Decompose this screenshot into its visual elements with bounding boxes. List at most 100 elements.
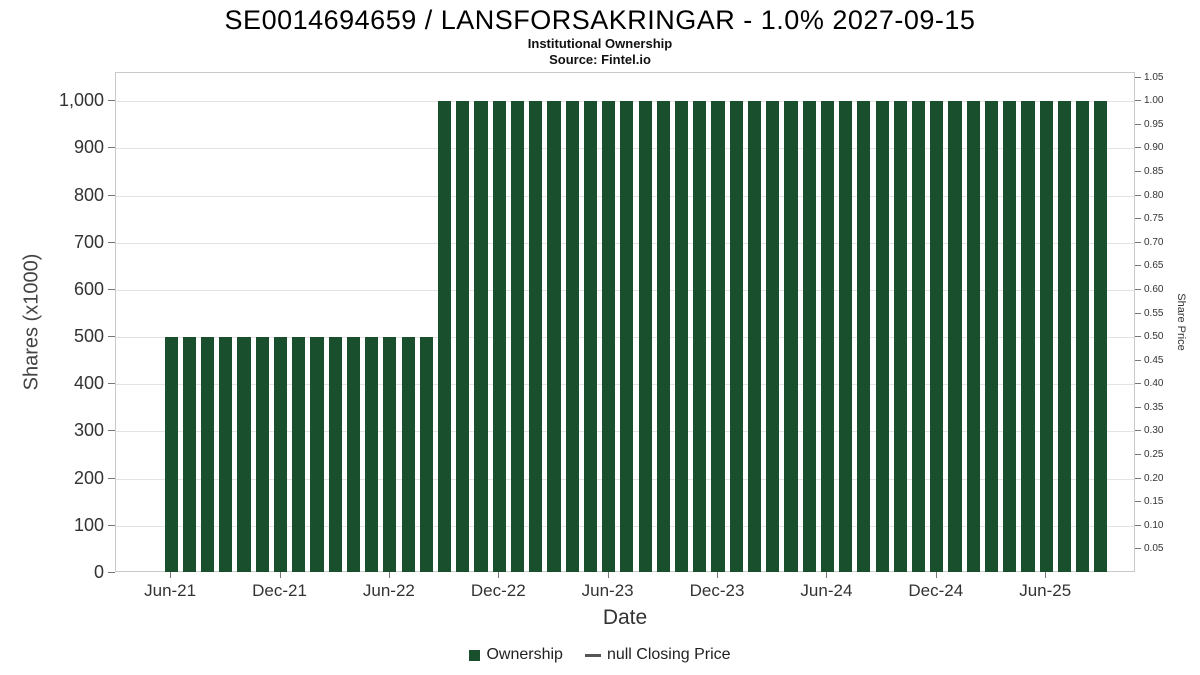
y-axis-right-tick-mark [1135, 454, 1141, 456]
x-axis-tick-label: Jun-25 [1019, 581, 1072, 600]
y-axis-left-tick-mark [108, 336, 115, 338]
ownership-series-marker-icon [469, 649, 481, 661]
y-axis-right-tick-label: 0.40 [1144, 378, 1164, 390]
y-axis-right-tick-label: 0.55 [1144, 307, 1164, 319]
ownership-bar [255, 337, 269, 572]
ownership-bar [912, 101, 926, 572]
x-axis-tick-mark [170, 572, 172, 578]
y-axis-left-tick-label: 600 [73, 278, 104, 299]
ownership-bar [1057, 101, 1071, 572]
y-axis-right-tick-mark [1135, 359, 1141, 361]
y-axis-right-tick-label: 0.95 [1144, 118, 1164, 130]
ownership-bar [948, 101, 962, 572]
ownership-bar [1003, 101, 1017, 572]
ownership-bar [419, 337, 433, 572]
legend: Ownership null Closing Price [0, 646, 1200, 664]
ownership-bar [201, 337, 215, 572]
ownership-bar [839, 101, 853, 572]
ownership-bar [237, 337, 251, 572]
ownership-bar [620, 101, 634, 572]
ownership-bar [456, 101, 470, 572]
y-axis-left-tick-mark [108, 288, 115, 290]
ownership-bar [966, 101, 980, 572]
y-axis-right-tick-label: 0.30 [1144, 425, 1164, 437]
y-axis-right-tick-label: 0.90 [1144, 142, 1164, 154]
ownership-bar [547, 101, 561, 572]
y-axis-right-tick-mark [1135, 383, 1141, 385]
ownership-bar [1094, 101, 1108, 572]
y-axis-right-tick-label: 0.35 [1144, 401, 1164, 413]
ownership-bar [273, 337, 288, 572]
y-axis-right-tick-mark [1135, 501, 1141, 503]
y-axis-right-tick-label: 0.10 [1144, 519, 1164, 531]
x-axis-tick-mark [717, 572, 719, 578]
y-axis-right-tick-label: 1.05 [1144, 71, 1164, 83]
y-axis-left-tick-mark [108, 383, 115, 385]
chart-source-note: Source: Fintel.io [549, 52, 651, 67]
ownership-bar [766, 101, 780, 572]
ownership-bar [365, 337, 379, 572]
y-axis-right-tick-mark [1135, 548, 1141, 550]
ownership-bar [401, 337, 415, 572]
y-axis-left-tick-label: 0 [93, 562, 104, 582]
y-axis-right-tick-mark [1135, 477, 1141, 479]
y-axis-left-tick-mark [108, 100, 115, 102]
y-axis-left-tick-label: 400 [73, 373, 104, 394]
chart-title: SE0014694659 / LANSFORSAKRINGAR - 1.0% 2… [224, 5, 976, 35]
ownership-bar [310, 337, 324, 572]
y-axis-right-tick-label: 0.20 [1144, 472, 1164, 484]
y-axis-left-tick-label: 100 [73, 514, 104, 535]
ownership-bar [802, 101, 816, 572]
y-axis-right-tick-mark [1135, 265, 1141, 267]
x-axis-label: Date [602, 606, 648, 629]
y-axis-right-tick-mark [1135, 406, 1141, 408]
ownership-bar [510, 101, 525, 572]
ownership-bar [602, 101, 616, 572]
y-axis-right-tick-label: 0.65 [1144, 260, 1164, 272]
y-axis-left-tick-mark [108, 524, 115, 526]
x-axis-tick-mark [607, 572, 609, 578]
ownership-bar [693, 101, 707, 572]
x-axis-tick-label: Dec-23 [689, 581, 745, 600]
y-axis-right-tick-mark [1135, 241, 1141, 243]
x-axis-tick-mark [935, 572, 937, 578]
legend-label-ownership: Ownership [486, 646, 563, 663]
legend-label-null-closing-price: null Closing Price [606, 646, 731, 663]
ownership-bar [984, 101, 999, 572]
ownership-bar [675, 101, 689, 572]
y-axis-right-tick-mark [1135, 123, 1141, 125]
y-axis-right-tick-mark [1135, 76, 1141, 78]
y-axis-left-tick-mark [108, 194, 115, 196]
y-axis-right-tick-mark [1135, 147, 1141, 149]
ownership-bar [656, 101, 670, 572]
x-axis-tick-label: Dec-24 [908, 581, 964, 600]
ownership-bar [729, 101, 743, 572]
x-axis-tick-label: Dec-21 [252, 581, 307, 600]
y-axis-right-tick-label: 0.85 [1144, 166, 1164, 178]
y-axis-left-tick-label: 800 [73, 184, 104, 205]
ownership-bar [182, 337, 196, 572]
chart-subtitle: Institutional Ownership [527, 36, 673, 51]
x-axis-tick-mark [1045, 572, 1047, 578]
y-axis-left-tick-label: 300 [73, 420, 104, 441]
ownership-bar [747, 101, 762, 572]
ownership-bar [784, 101, 798, 572]
ownership-bar [328, 337, 342, 572]
ownership-bar [1076, 101, 1090, 572]
legend-item-ownership[interactable]: Ownership [469, 646, 563, 664]
y-axis-left-tick-mark [108, 241, 115, 243]
x-axis-tick-mark [498, 572, 500, 578]
y-axis-left-tick-mark [108, 477, 115, 479]
y-axis-right-tick-mark [1135, 100, 1141, 102]
y-axis-left-tick-label: 1,000 [58, 90, 104, 111]
y-axis-left-tick-label: 200 [73, 467, 104, 488]
ownership-bar [857, 101, 871, 572]
legend-item-null-closing-price[interactable]: null Closing Price [584, 646, 731, 664]
ownership-bar [583, 101, 597, 572]
ownership-bar [638, 101, 652, 572]
ownership-bar [1021, 101, 1035, 572]
y-axis-left-tick-mark [108, 147, 115, 149]
ownership-bar [711, 101, 725, 572]
ownership-bar [492, 101, 506, 572]
